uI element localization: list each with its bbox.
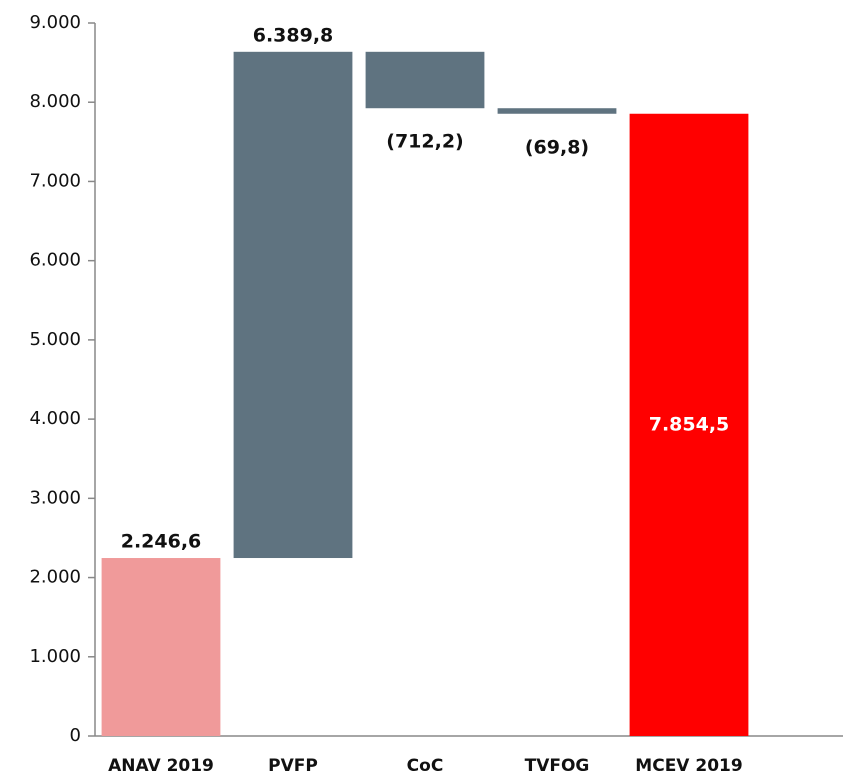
bar: [101, 558, 221, 736]
x-tick-label: MCEV 2019: [635, 756, 742, 776]
x-tick-label: ANAV 2019: [108, 756, 214, 776]
bar: [629, 113, 749, 737]
value-label: (69,8): [525, 136, 589, 158]
y-tick-label: 4.000: [29, 408, 81, 429]
y-tick-label: 1.000: [29, 646, 81, 667]
x-tick-label: CoC: [407, 756, 444, 776]
x-tick-label: TVFOG: [525, 756, 590, 776]
y-tick-label: 9.000: [29, 12, 81, 33]
y-tick-label: 6.000: [29, 250, 81, 271]
y-tick-label: 3.000: [29, 487, 81, 508]
y-tick-label: 7.000: [29, 170, 81, 191]
bar: [497, 108, 617, 114]
x-tick-label: PVFP: [268, 756, 318, 776]
bar: [233, 51, 353, 559]
y-tick-label: 0: [70, 725, 81, 746]
value-label: (712,2): [386, 131, 463, 153]
y-tick-label: 8.000: [29, 91, 81, 112]
value-label: 6.389,8: [253, 24, 334, 46]
y-tick-label: 2.000: [29, 567, 81, 588]
bar: [365, 51, 485, 109]
value-label: 7.854,5: [649, 413, 730, 435]
y-tick-label: 5.000: [29, 329, 81, 350]
value-label: 2.246,6: [121, 531, 202, 553]
